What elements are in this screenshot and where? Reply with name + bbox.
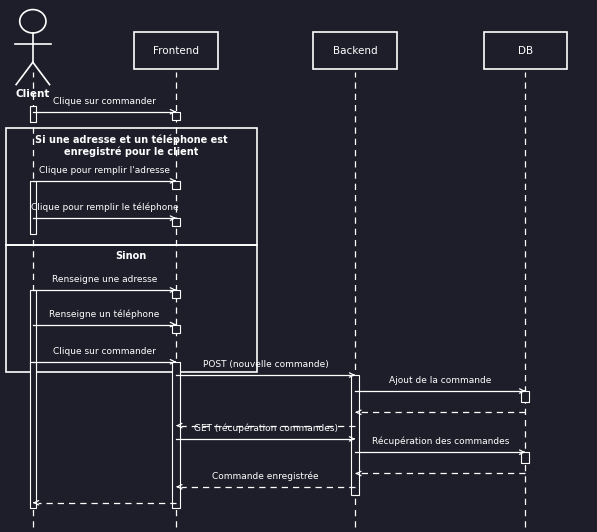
- Bar: [172, 218, 180, 226]
- Text: DB: DB: [518, 46, 533, 55]
- Bar: [6, 245, 257, 372]
- Bar: [522, 391, 529, 402]
- Text: Client: Client: [16, 89, 50, 99]
- Bar: [172, 290, 180, 298]
- Text: Clique pour remplir le téléphone: Clique pour remplir le téléphone: [30, 203, 179, 212]
- Bar: [30, 181, 36, 234]
- Text: Frontend: Frontend: [153, 46, 199, 55]
- Text: Clique sur commander: Clique sur commander: [53, 97, 156, 106]
- Bar: [522, 452, 529, 463]
- Text: Récupération des commandes: Récupération des commandes: [371, 437, 509, 446]
- Text: Commande enregistrée: Commande enregistrée: [213, 471, 319, 481]
- Bar: [30, 362, 36, 508]
- Bar: [484, 32, 567, 69]
- Bar: [134, 32, 218, 69]
- Bar: [172, 362, 180, 508]
- Bar: [313, 32, 397, 69]
- Bar: [30, 106, 36, 122]
- Bar: [351, 375, 359, 495]
- Text: Renseigne une adresse: Renseigne une adresse: [52, 275, 157, 284]
- Text: Sinon: Sinon: [116, 251, 147, 261]
- Text: Clique pour remplir l'adresse: Clique pour remplir l'adresse: [39, 166, 170, 175]
- Text: Si une adresse et un téléphone est
enregistré pour le client: Si une adresse et un téléphone est enreg…: [35, 134, 227, 157]
- Text: Renseigne un téléphone: Renseigne un téléphone: [50, 309, 159, 319]
- Text: POST (nouvelle commande): POST (nouvelle commande): [203, 360, 328, 369]
- Bar: [172, 325, 180, 332]
- Bar: [30, 290, 36, 372]
- Text: Backend: Backend: [333, 46, 377, 55]
- Bar: [172, 112, 180, 120]
- Bar: [172, 181, 180, 189]
- Text: GET (récupération commandes): GET (récupération commandes): [193, 423, 338, 433]
- Text: Ajout de la commande: Ajout de la commande: [389, 376, 491, 385]
- Text: Clique sur commander: Clique sur commander: [53, 347, 156, 356]
- Bar: [6, 128, 257, 245]
